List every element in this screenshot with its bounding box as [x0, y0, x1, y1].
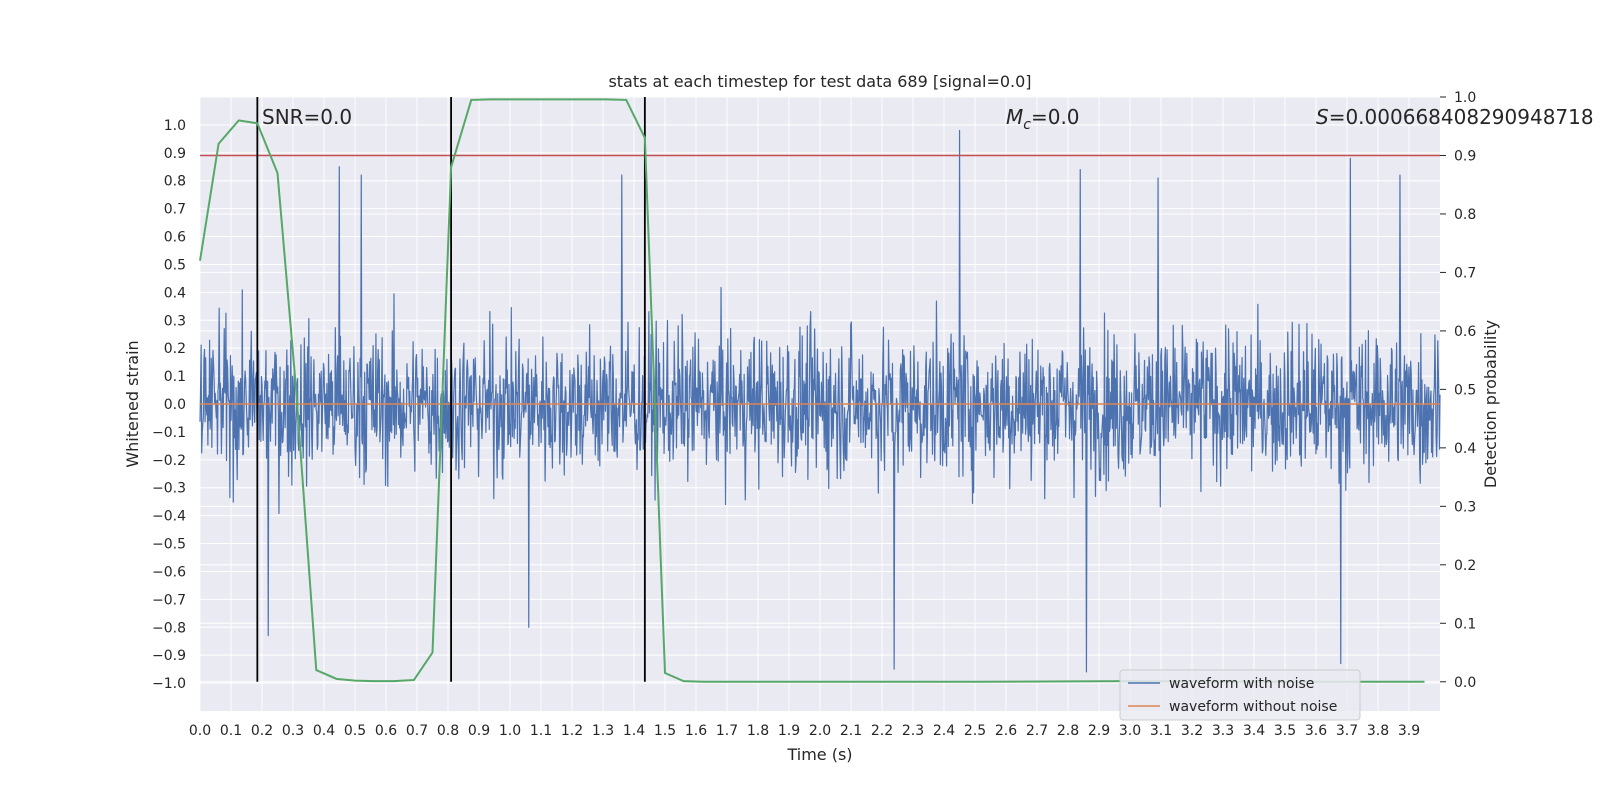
s-value: =0.000668408290948718 [1329, 105, 1594, 129]
x-tick-label: 2.4 [933, 723, 955, 739]
x-tick-label: 0.9 [468, 723, 490, 739]
x-tick-label: 3.1 [1150, 723, 1172, 739]
y-tick-label: 0.6 [164, 230, 186, 246]
mc-symbol: M [1006, 105, 1023, 129]
x-axis-label: Time (s) [786, 745, 852, 764]
y2-tick-label: 0.7 [1454, 265, 1476, 281]
x-tick-label: 2.0 [809, 723, 831, 739]
y2-tick-label: 0.5 [1454, 382, 1476, 398]
y2-axis-ticks: 1.0 0.9 0.8 0.7 0.6 0.5 0.4 0.3 0.2 0.1 0.0 [1440, 90, 1476, 691]
x-tick-label: 1.7 [716, 723, 738, 739]
y2-tick-label: 0.0 [1454, 675, 1476, 691]
x-tick-label: 3.6 [1305, 723, 1327, 739]
mc-subscript: c [1023, 117, 1031, 133]
y-tick-label: 0.1 [164, 369, 186, 385]
x-tick-label: 0.8 [437, 723, 459, 739]
x-tick-label: 3.9 [1398, 723, 1420, 739]
noise-series [199, 129, 1441, 673]
chart-title: stats at each timestep for test data 689… [608, 72, 1031, 91]
x-tick-label: 1.1 [530, 723, 552, 739]
mc-value: =0.0 [1031, 105, 1080, 129]
y-tick-label: −0.8 [152, 620, 186, 636]
x-tick-label: 3.4 [1243, 723, 1265, 739]
y2-tick-label: 0.3 [1454, 499, 1476, 515]
x-tick-label: 0.1 [220, 723, 242, 739]
y-tick-label: −0.3 [152, 481, 186, 497]
x-tick-label: 1.5 [654, 723, 676, 739]
x-tick-label: 1.3 [592, 723, 614, 739]
x-tick-label: 1.6 [685, 723, 707, 739]
y2-tick-label: 1.0 [1454, 90, 1476, 106]
x-tick-label: 2.5 [964, 723, 986, 739]
y-tick-label: 0.9 [164, 146, 186, 162]
x-tick-label: 3.3 [1212, 723, 1234, 739]
x-tick-label: 2.7 [1026, 723, 1048, 739]
y-tick-label: 0.4 [164, 285, 186, 301]
y2-tick-label: 0.1 [1454, 616, 1476, 632]
x-tick-label: 2.1 [840, 723, 862, 739]
y-tick-label: 1.0 [164, 118, 186, 134]
x-tick-label: 0.2 [251, 723, 273, 739]
x-tick-label: 0.7 [406, 723, 428, 739]
y-tick-label: −1.0 [152, 676, 186, 692]
y-tick-label: −0.5 [152, 537, 186, 553]
x-tick-label: 2.3 [902, 723, 924, 739]
y-tick-label: 0.8 [164, 174, 186, 190]
window-markers [256, 97, 646, 682]
y-tick-label: −0.6 [152, 564, 186, 580]
x-tick-label: 0.0 [189, 723, 211, 739]
snr-annotation: SNR=0.0 [262, 105, 352, 129]
x-tick-label: 1.0 [499, 723, 521, 739]
y-tick-label: −0.2 [152, 453, 186, 469]
x-axis-ticks: 0.0 0.1 0.2 0.3 0.4 0.5 0.6 0.7 0.8 0.9 1.0 1.1 1.2 1… [189, 723, 1420, 739]
y-axis-label: Whitened strain [123, 340, 142, 467]
x-tick-label: 0.6 [375, 723, 397, 739]
series-line-probability [199, 98, 1425, 683]
x-tick-label: 2.8 [1057, 723, 1079, 739]
mc-annotation: Mc=0.0 [1006, 105, 1080, 133]
y-tick-label: 0.3 [164, 313, 186, 329]
y2-tick-label: 0.9 [1454, 148, 1476, 164]
y2-tick-label: 0.8 [1454, 207, 1476, 223]
legend-box [1119, 669, 1361, 721]
y2-axis-label: Detection probability [1481, 320, 1500, 488]
x-tick-label: 3.8 [1367, 723, 1389, 739]
x-tick-label: 0.5 [344, 723, 366, 739]
x-tick-label: 1.8 [747, 723, 769, 739]
y2-tick-label: 0.2 [1454, 558, 1476, 574]
series-line-noise [199, 129, 1441, 673]
y-tick-label: 0.2 [164, 341, 186, 357]
probability-series [199, 98, 1425, 683]
x-tick-label: 3.5 [1274, 723, 1296, 739]
y2-tick-label: 0.6 [1454, 324, 1476, 340]
x-tick-label: 2.2 [871, 723, 893, 739]
legend: waveform with noise waveform without noi… [1119, 669, 1361, 721]
legend-label-noise: waveform with noise [1169, 676, 1314, 692]
x-tick-label: 3.0 [1119, 723, 1141, 739]
y-tick-label: −0.1 [152, 425, 186, 441]
s-symbol: S [1316, 105, 1329, 129]
s-annotation: S=0.000668408290948718 [1316, 105, 1594, 129]
x-tick-label: 2.9 [1088, 723, 1110, 739]
x-tick-label: 1.2 [561, 723, 583, 739]
y-tick-label: −0.9 [152, 648, 186, 664]
x-tick-label: 1.4 [623, 723, 645, 739]
y-tick-label: 0.0 [164, 397, 186, 413]
x-tick-label: 3.2 [1181, 723, 1203, 739]
x-tick-label: 3.7 [1336, 723, 1358, 739]
legend-label-clean: waveform without noise [1169, 699, 1337, 715]
x-tick-label: 0.4 [313, 723, 335, 739]
y-tick-label: −0.7 [152, 592, 186, 608]
y-tick-label: −0.4 [152, 509, 186, 525]
x-tick-label: 2.6 [995, 723, 1017, 739]
y-tick-label: 0.5 [164, 257, 186, 273]
y-tick-label: 0.7 [164, 202, 186, 218]
y-axis-ticks: 1.0 0.9 0.8 0.7 0.6 0.5 0.4 0.3 0.2 0.1 0.0 −0.1 −0.… [152, 118, 186, 692]
x-tick-label: 0.3 [282, 723, 304, 739]
y2-tick-label: 0.4 [1454, 441, 1476, 457]
x-tick-label: 1.9 [778, 723, 800, 739]
